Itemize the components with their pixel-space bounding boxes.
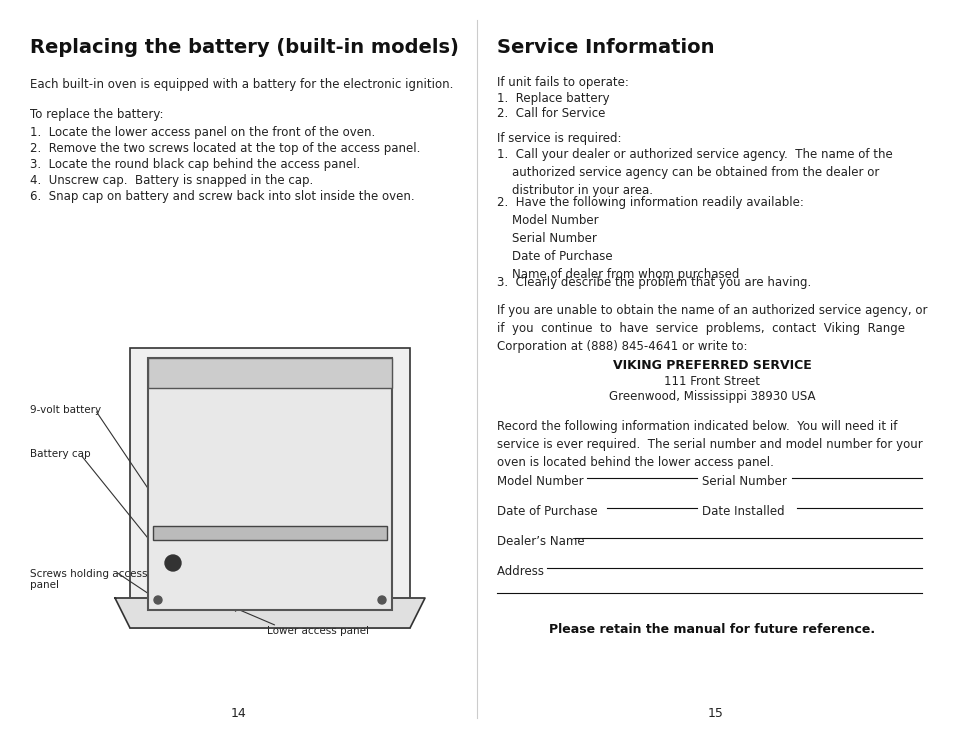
Text: 111 Front Street: 111 Front Street (663, 375, 760, 388)
Text: 2.  Remove the two screws located at the top of the access panel.: 2. Remove the two screws located at the … (30, 142, 420, 155)
Text: Greenwood, Mississippi 38930 USA: Greenwood, Mississippi 38930 USA (608, 390, 815, 403)
Circle shape (377, 596, 386, 604)
Text: Replacing the battery (built-in models): Replacing the battery (built-in models) (30, 38, 458, 57)
Text: Please retain the manual for future reference.: Please retain the manual for future refe… (548, 623, 874, 636)
Text: Serial Number: Serial Number (701, 475, 786, 488)
Text: Dealer’s Name: Dealer’s Name (497, 535, 588, 548)
FancyBboxPatch shape (152, 526, 387, 540)
Text: 2.  Call for Service: 2. Call for Service (497, 107, 605, 120)
Text: 4.  Unscrew cap.  Battery is snapped in the cap.: 4. Unscrew cap. Battery is snapped in th… (30, 174, 313, 187)
Text: Address: Address (497, 565, 547, 578)
Text: To replace the battery:: To replace the battery: (30, 108, 163, 121)
Circle shape (165, 555, 181, 571)
Text: 9-volt battery: 9-volt battery (30, 404, 101, 415)
Text: 14: 14 (231, 707, 246, 720)
Text: Lower access panel: Lower access panel (267, 626, 369, 636)
Text: If you are unable to obtain the name of an authorized service agency, or
if  you: If you are unable to obtain the name of … (497, 304, 926, 353)
FancyBboxPatch shape (130, 348, 410, 628)
Text: Record the following information indicated below.  You will need it if
service i: Record the following information indicat… (497, 420, 922, 469)
Text: VIKING PREFERRED SERVICE: VIKING PREFERRED SERVICE (612, 359, 810, 372)
Text: 1.  Replace battery: 1. Replace battery (497, 92, 609, 105)
Text: Service Information: Service Information (497, 38, 714, 57)
Text: If service is required:: If service is required: (497, 132, 620, 145)
Text: Each built-in oven is equipped with a battery for the electronic ignition.: Each built-in oven is equipped with a ba… (30, 78, 453, 91)
Text: Screws holding access
panel: Screws holding access panel (30, 568, 148, 590)
Text: 1.  Call your dealer or authorized service agency.  The name of the
    authoriz: 1. Call your dealer or authorized servic… (497, 148, 892, 197)
Text: If unit fails to operate:: If unit fails to operate: (497, 76, 628, 89)
Text: Battery cap: Battery cap (30, 449, 91, 459)
Text: Date Installed: Date Installed (701, 505, 787, 518)
FancyBboxPatch shape (148, 358, 392, 610)
Polygon shape (115, 598, 424, 628)
Text: Model Number: Model Number (497, 475, 587, 488)
FancyBboxPatch shape (148, 358, 392, 388)
Text: 3.  Locate the round black cap behind the access panel.: 3. Locate the round black cap behind the… (30, 158, 360, 171)
Text: 1.  Locate the lower access panel on the front of the oven.: 1. Locate the lower access panel on the … (30, 126, 375, 139)
Text: 2.  Have the following information readily available:
    Model Number
    Seria: 2. Have the following information readil… (497, 196, 803, 281)
Text: 6.  Snap cap on battery and screw back into slot inside the oven.: 6. Snap cap on battery and screw back in… (30, 190, 415, 203)
Text: Date of Purchase: Date of Purchase (497, 505, 597, 518)
Circle shape (153, 596, 162, 604)
Text: 3.  Clearly describe the problem that you are having.: 3. Clearly describe the problem that you… (497, 276, 810, 289)
Text: 15: 15 (707, 707, 722, 720)
